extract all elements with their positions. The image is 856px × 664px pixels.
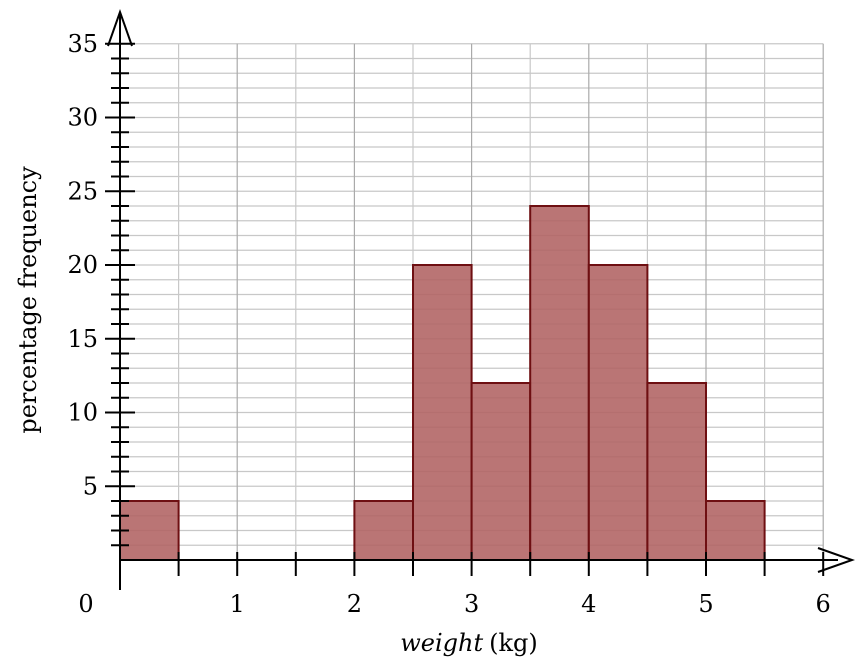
axes xyxy=(107,8,856,590)
histogram-bars xyxy=(119,205,766,561)
histogram-bar xyxy=(705,500,766,561)
x-axis-label-unit: (kg) xyxy=(489,629,538,657)
y-axis-arrow xyxy=(107,8,133,47)
histogram-bar xyxy=(353,500,414,561)
x-axis-arrow xyxy=(817,547,856,573)
histogram-bar xyxy=(646,382,708,561)
x-tick-label: 2 xyxy=(347,590,362,618)
x-tick-label: 4 xyxy=(581,590,596,618)
y-tick-label: 15 xyxy=(67,325,98,353)
histogram-bar xyxy=(412,264,473,561)
x-tick-label: 3 xyxy=(464,590,479,618)
x-tick-label: 1 xyxy=(230,590,245,618)
y-axis-label: percentage frequency xyxy=(14,166,42,434)
y-tick-label: 5 xyxy=(83,472,98,500)
tick-marks xyxy=(105,42,825,576)
histogram-bar xyxy=(119,500,180,561)
histogram-bar xyxy=(587,264,649,561)
y-tick-label: 25 xyxy=(67,177,98,205)
x-axis-label: weight (kg) xyxy=(400,629,538,657)
histogram-bar xyxy=(529,205,590,561)
tick-labels: 5 10 15 20 25 30 35 0 1 2 3 4 5 6 xyxy=(67,30,830,618)
x-tick-label: 5 xyxy=(698,590,713,618)
x-tick-label: 6 xyxy=(816,590,831,618)
y-tick-label: 35 xyxy=(67,30,98,58)
y-tick-label: 30 xyxy=(67,104,98,132)
x-axis-label-main: weight xyxy=(400,629,483,657)
x-tick-label: 0 xyxy=(78,590,93,618)
y-tick-label: 20 xyxy=(67,251,98,279)
y-tick-label: 10 xyxy=(67,399,98,427)
histogram-bar xyxy=(470,382,532,561)
